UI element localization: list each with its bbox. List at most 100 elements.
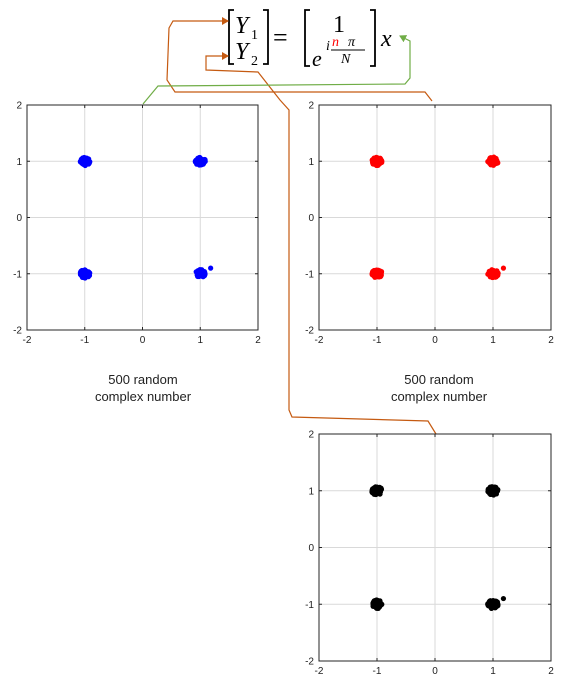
orange-arrow-to-y2	[205, 52, 437, 435]
equation: Y 1 Y 2 = 1 e i n π N x	[228, 9, 392, 71]
point-cluster	[485, 267, 501, 281]
rhs-right-bracket	[370, 9, 376, 67]
point-cluster	[369, 267, 385, 280]
lhs-bottom-sub: 2	[251, 54, 258, 69]
left-caption-line1: 500 random	[108, 372, 178, 387]
y-tick-label: -2	[13, 326, 22, 337]
point-cluster	[369, 484, 385, 498]
point-cluster	[485, 484, 501, 498]
x-tick-label: -1	[80, 335, 89, 346]
data-point	[491, 159, 497, 165]
bottom-scatter-chart: -2 -1 0 1 2 2 1 0 -1 -2	[305, 430, 554, 678]
data-point-outlier	[208, 265, 214, 271]
x-tick-label: 1	[197, 335, 203, 346]
data-point	[486, 270, 492, 277]
rhs-exp-i: i	[326, 39, 330, 54]
data-point	[486, 600, 492, 606]
x-tick-label: -1	[373, 666, 382, 677]
left-scatter-chart: -2 -1 0 1 2 2 1 0 -1 -2	[13, 101, 261, 347]
y-tick-label: 2	[16, 101, 22, 112]
y-tick-label: 1	[308, 486, 314, 497]
y-tick-label: -1	[13, 269, 22, 280]
y-tick-label: 0	[308, 543, 314, 554]
point-cluster	[193, 266, 208, 280]
data-point	[85, 274, 92, 280]
data-point	[494, 268, 500, 274]
y-tick-label: 2	[308, 101, 314, 112]
x-tick-label: 2	[255, 335, 261, 346]
data-point	[374, 272, 380, 278]
point-cluster	[485, 154, 501, 168]
data-point	[369, 157, 375, 163]
data-point	[196, 161, 203, 167]
y-tick-label: 1	[16, 157, 22, 168]
data-point	[195, 271, 202, 277]
point-cluster	[369, 154, 385, 169]
x-tick-label: 2	[548, 666, 554, 677]
data-point-outlier	[500, 265, 507, 271]
right-caption-line1: 500 random	[404, 372, 474, 387]
right-scatter-chart: -2 -1 0 1 2 2 1 0 -1 -2	[305, 101, 554, 347]
rhs-x: x	[380, 26, 392, 52]
data-point	[82, 162, 88, 169]
lhs-top-var: Y	[235, 13, 251, 39]
y-tick-label: 1	[308, 157, 314, 168]
x-tick-label: 2	[548, 335, 554, 346]
lhs-bottom-var: Y	[235, 39, 251, 65]
y-tick-label: 0	[308, 213, 314, 224]
data-point	[375, 158, 381, 164]
lhs-left-bracket	[228, 9, 234, 65]
y-tick-label: -1	[305, 600, 314, 611]
point-cluster	[485, 598, 501, 611]
right-caption: 500 random complex number	[359, 371, 519, 405]
point-cluster	[370, 597, 385, 611]
data-point	[489, 267, 495, 273]
data-point	[375, 267, 381, 273]
data-point	[81, 270, 87, 276]
x-tick-label: 0	[432, 335, 438, 346]
rhs-exp-pi: π	[348, 35, 356, 50]
y-tick-label: -2	[305, 657, 314, 668]
data-point	[377, 601, 383, 607]
x-tick-label: 0	[432, 666, 438, 677]
green-arrow-to-x	[142, 35, 411, 105]
lhs-top-sub: 1	[251, 28, 258, 43]
left-caption-line2: complex number	[94, 389, 192, 404]
point-cluster	[77, 267, 93, 281]
data-point	[370, 161, 376, 167]
orange-arrow-to-y1	[166, 17, 433, 102]
rhs-base-e: e	[312, 46, 322, 71]
data-point	[492, 274, 498, 280]
x-tick-label: -2	[315, 335, 324, 346]
y-tick-label: 0	[16, 213, 22, 224]
rhs-top-one: 1	[333, 12, 345, 38]
x-tick-label: 1	[490, 335, 496, 346]
right-caption-line2: complex number	[390, 389, 488, 404]
data-point	[488, 605, 495, 611]
data-point	[371, 489, 377, 495]
left-caption: 500 random complex number	[63, 371, 223, 405]
data-point	[490, 490, 496, 497]
rhs-left-bracket	[304, 9, 310, 67]
y-tick-label: -2	[305, 326, 314, 337]
data-point	[493, 485, 499, 491]
equals-sign: =	[273, 23, 288, 52]
rhs-exp-n: n	[332, 35, 339, 50]
data-point-outlier	[500, 595, 507, 602]
x-tick-label: -1	[373, 335, 382, 346]
data-point	[199, 267, 205, 273]
rhs-exp-N: N	[340, 52, 351, 67]
data-point	[378, 485, 384, 491]
y-tick-label: 2	[308, 430, 314, 441]
y-tick-label: -1	[305, 269, 314, 280]
x-tick-label: 1	[490, 666, 496, 677]
point-cluster	[77, 154, 93, 169]
x-tick-label: -2	[23, 335, 32, 346]
x-tick-label: 0	[140, 335, 146, 346]
lhs-right-bracket	[263, 9, 269, 65]
data-point	[493, 598, 499, 604]
data-point	[83, 157, 89, 163]
x-tick-label: -2	[315, 666, 324, 677]
